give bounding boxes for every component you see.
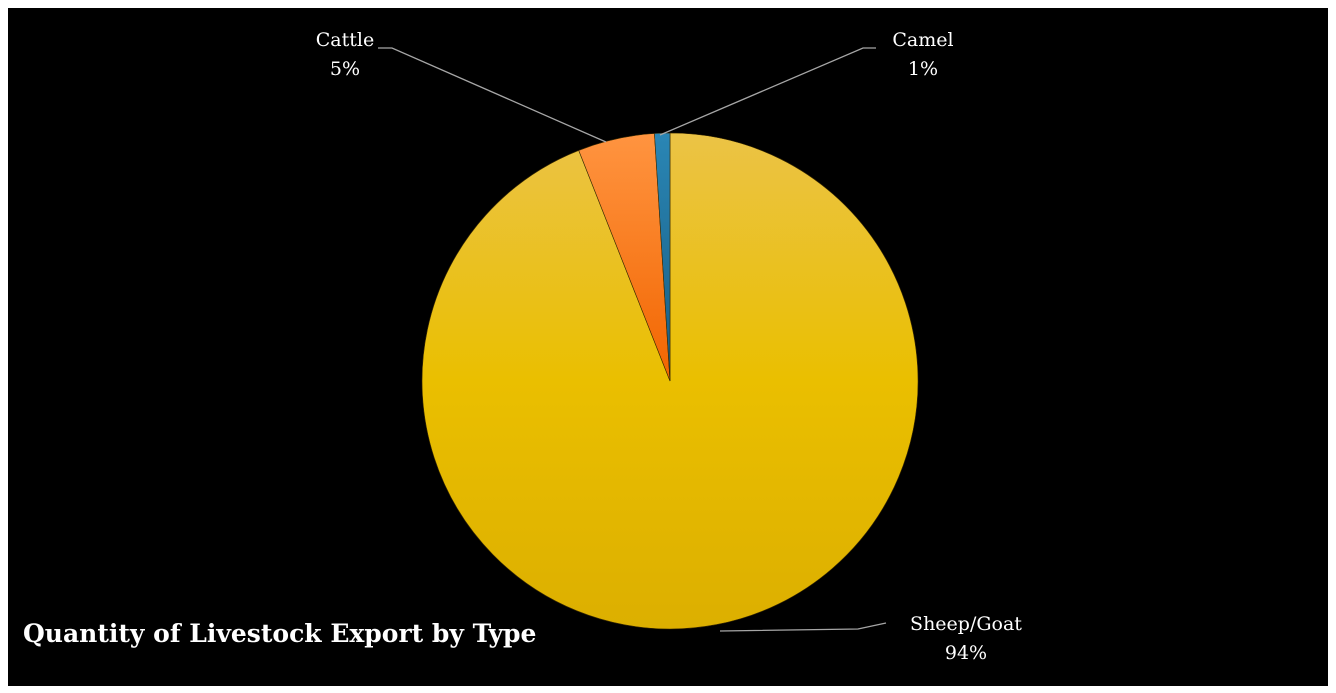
pie-chart: Sheep/Goat 94% Cattle 5% Camel 1% (316, 29, 1023, 664)
slice-category-label-camel: Camel (892, 29, 953, 51)
slice-value-label-camel: 1% (908, 58, 938, 80)
slice-value-label-sheep-goat: 94% (945, 642, 987, 664)
slice-value-label-cattle: 5% (330, 58, 360, 80)
leader-line-cattle (378, 47, 607, 143)
slice-category-label-sheep-goat: Sheep/Goat (910, 613, 1022, 635)
leader-line-sheep-goat (719, 622, 887, 632)
slice-category-label-cattle: Cattle (316, 29, 374, 51)
chart-title: Quantity of Livestock Export by Type (23, 619, 537, 648)
leader-lines (378, 47, 887, 632)
chart-area: Sheep/Goat 94% Cattle 5% Camel 1% Quantity of… (8, 8, 1328, 686)
slice-labels: Sheep/Goat 94% Cattle 5% Camel 1% (316, 29, 1023, 664)
leader-line-camel (659, 47, 876, 136)
pie-slice-camel (654, 132, 671, 382)
pie-slices (421, 132, 919, 630)
